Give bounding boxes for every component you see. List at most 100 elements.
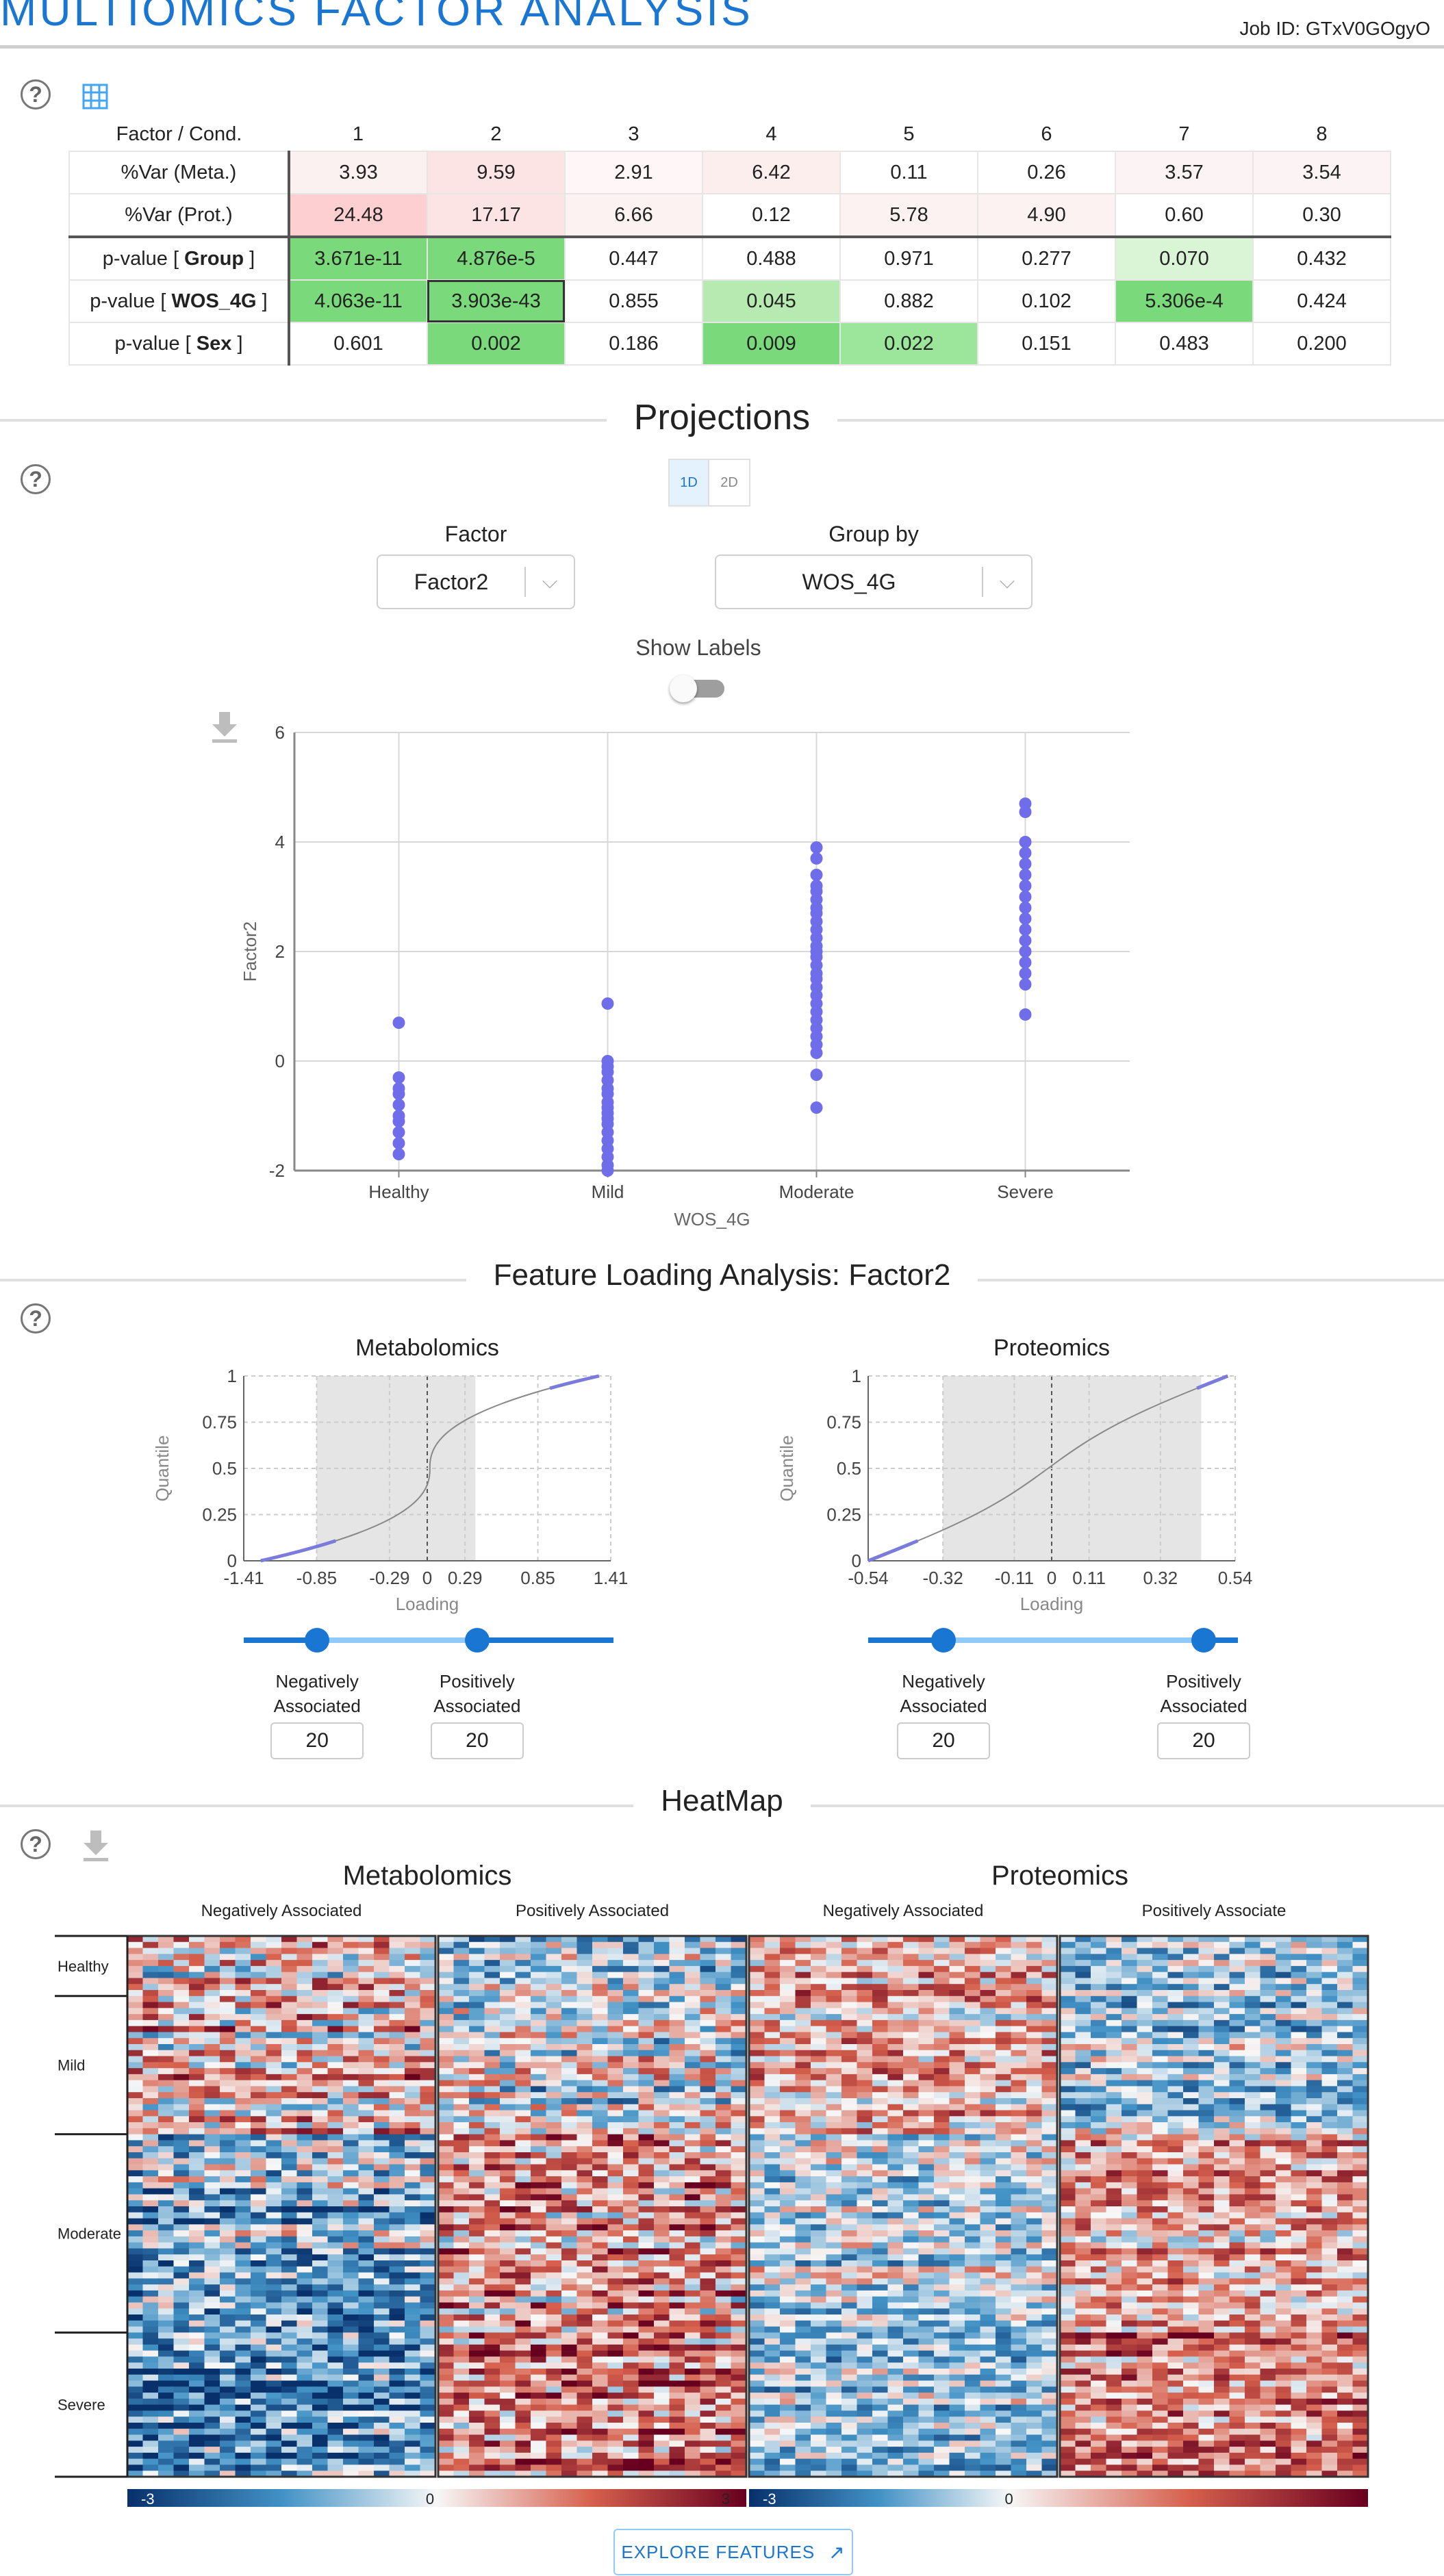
table-cell[interactable]: 0.12: [702, 193, 841, 238]
heatmap-cell: [731, 2110, 747, 2117]
positive-count-input[interactable]: 20: [1157, 1722, 1250, 1759]
table-cell[interactable]: 0.186: [564, 322, 703, 366]
row-label-text: %Var (Prot.): [125, 203, 233, 226]
table-cell[interactable]: 0.070: [1115, 236, 1254, 281]
positive-count-input[interactable]: 20: [430, 1722, 524, 1759]
help-icon[interactable]: ?: [21, 1829, 51, 1859]
positive-slider-handle[interactable]: [1191, 1628, 1216, 1653]
heatmap-cell: [903, 2044, 919, 2051]
negative-slider-handle[interactable]: [931, 1628, 956, 1653]
heatmap-cell: [389, 2410, 405, 2417]
mode-1d-button[interactable]: 1D: [668, 459, 709, 507]
table-cell[interactable]: 0.424: [1252, 279, 1391, 323]
heatmap-cell: [189, 1984, 205, 1991]
table-cell[interactable]: 0.200: [1252, 322, 1391, 366]
table-cell[interactable]: 0.432: [1252, 236, 1391, 281]
factor-select[interactable]: Factor2 ⌵: [377, 554, 575, 609]
table-cell[interactable]: 3.57: [1115, 151, 1254, 194]
heatmap-cell: [500, 2104, 516, 2111]
heatmap-cell: [189, 2266, 205, 2273]
table-cell[interactable]: 3.903e-43: [427, 279, 566, 323]
heatmap-cell: [312, 2350, 328, 2357]
table-cell[interactable]: 0.277: [977, 236, 1116, 281]
negative-count-input[interactable]: 20: [897, 1722, 990, 1759]
table-cell[interactable]: 3.671e-11: [288, 236, 428, 281]
table-cell[interactable]: 0.151: [977, 322, 1116, 366]
help-icon[interactable]: ?: [21, 1303, 51, 1334]
table-cell[interactable]: 4.063e-11: [288, 279, 428, 323]
heatmap-cell: [266, 2320, 282, 2328]
heatmap-cell: [220, 2050, 236, 2057]
metabolomics-controls: Negatively Associated 20 Positively Associat…: [244, 1622, 613, 1787]
table-cell[interactable]: 0.045: [702, 279, 841, 323]
heatmap-cell: [561, 2026, 577, 2032]
table-cell[interactable]: 24.48: [288, 193, 428, 238]
table-cell[interactable]: 0.002: [427, 322, 566, 366]
heatmap-cell: [607, 1972, 624, 1978]
show-labels-toggle[interactable]: [670, 675, 727, 702]
grid-icon[interactable]: [82, 84, 108, 110]
heatmap-cell: [638, 1995, 655, 2003]
table-cell[interactable]: 17.17: [427, 193, 566, 238]
negative-slider-handle[interactable]: [305, 1628, 330, 1653]
heatmap-cell: [235, 1984, 251, 1991]
table-cell[interactable]: 0.60: [1115, 193, 1254, 238]
heatmap-cell: [1041, 1990, 1058, 1997]
download-icon[interactable]: [210, 711, 240, 743]
table-cell[interactable]: 2.91: [564, 151, 703, 194]
help-icon[interactable]: ?: [21, 79, 51, 110]
heatmap-cell: [484, 2369, 501, 2375]
heatmap-cell: [204, 2062, 220, 2069]
table-cell[interactable]: 0.30: [1252, 193, 1391, 238]
table-cell[interactable]: 0.601: [288, 322, 428, 366]
table-cell[interactable]: 0.882: [839, 279, 978, 323]
table-cell[interactable]: 4.876e-5: [427, 236, 566, 281]
heatmap-cell: [374, 2104, 390, 2111]
table-cell[interactable]: 0.022: [839, 322, 978, 366]
heatmap-cell: [127, 2338, 143, 2345]
mode-2d-button[interactable]: 2D: [709, 459, 750, 507]
table-cell[interactable]: 0.488: [702, 236, 841, 281]
table-cell[interactable]: 5.78: [839, 193, 978, 238]
heatmap-cell: [251, 2326, 266, 2333]
slider-track[interactable]: [244, 1637, 613, 1643]
heatmap-cell: [374, 1990, 390, 1997]
help-icon[interactable]: ?: [21, 464, 51, 494]
heatmap-cell: [607, 2074, 624, 2081]
table-cell[interactable]: 6.42: [702, 151, 841, 194]
groupby-select[interactable]: WOS_4G ⌵: [715, 554, 1033, 609]
table-cell[interactable]: 3.93: [288, 151, 428, 194]
heatmap-cell: [531, 1936, 546, 1943]
table-cell[interactable]: 9.59: [427, 151, 566, 194]
table-cell[interactable]: 0.483: [1115, 322, 1254, 366]
heatmap-cell: [764, 2044, 781, 2051]
table-cell[interactable]: 0.447: [564, 236, 703, 281]
table-cell[interactable]: 0.102: [977, 279, 1116, 323]
positive-slider-handle[interactable]: [464, 1628, 490, 1653]
heatmap-cell: [934, 2254, 950, 2261]
heatmap-cell: [343, 2050, 359, 2057]
heatmap-cell: [515, 2044, 531, 2051]
table-cell[interactable]: 6.66: [564, 193, 703, 238]
heatmap-cell: [561, 2471, 577, 2477]
heatmap-cell: [669, 2386, 685, 2393]
table-cell[interactable]: 5.306e-4: [1115, 279, 1254, 323]
slider-track[interactable]: [868, 1637, 1238, 1643]
table-cell[interactable]: 0.855: [564, 279, 703, 323]
heatmap-cell: [965, 2242, 980, 2249]
table-cell[interactable]: 0.11: [839, 151, 978, 194]
negative-count-input[interactable]: 20: [270, 1722, 364, 1759]
table-cell[interactable]: 0.26: [977, 151, 1116, 194]
heatmap-cell: [173, 2032, 190, 2039]
heatmap-cell: [654, 2032, 670, 2039]
heatmap-cell: [669, 2002, 685, 2008]
heatmap-cell: [266, 2440, 282, 2447]
table-cell[interactable]: 4.90: [977, 193, 1116, 238]
table-cell[interactable]: 3.54: [1252, 151, 1391, 194]
table-cell[interactable]: 0.971: [839, 236, 978, 281]
heatmap-cell: [1011, 2014, 1027, 2021]
download-icon[interactable]: [81, 1829, 111, 1862]
heatmap-cell: [127, 1995, 143, 2003]
heatmap-cell: [577, 2230, 593, 2237]
table-cell[interactable]: 0.009: [702, 322, 841, 366]
